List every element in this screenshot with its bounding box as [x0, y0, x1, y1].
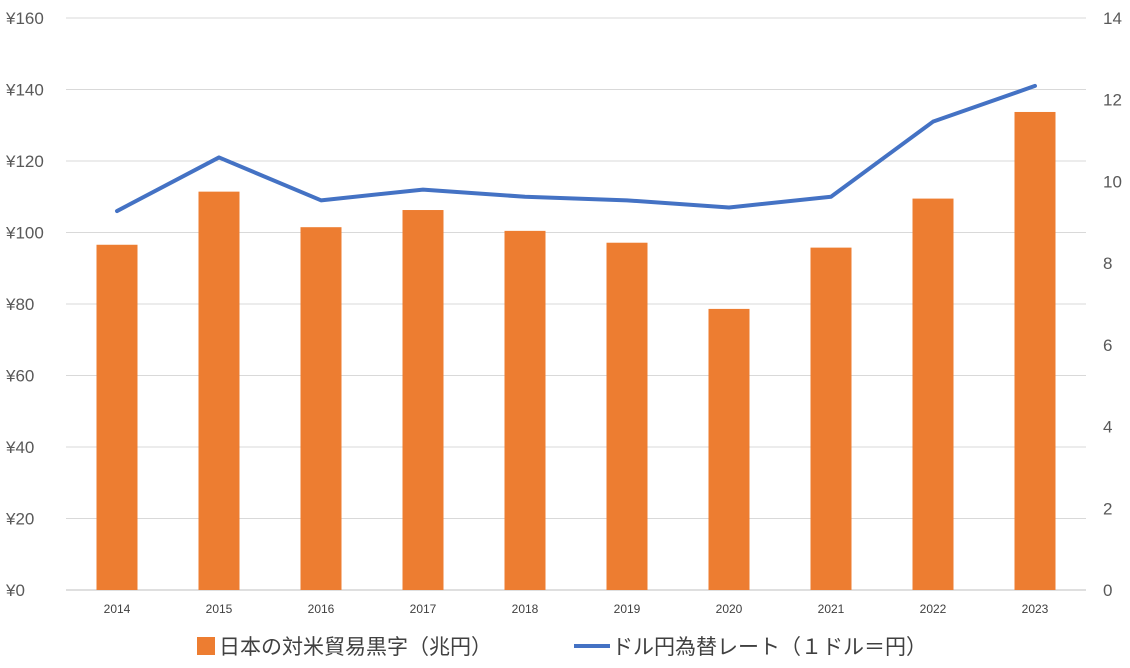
line-point-2016	[320, 199, 322, 201]
left-tick-label: ¥140	[5, 81, 44, 100]
right-tick-label: 6	[1103, 336, 1112, 355]
line-point-2021	[830, 196, 832, 198]
line-series	[115, 83, 1037, 214]
bar-2015	[198, 191, 240, 590]
line-point-2023	[1034, 85, 1036, 87]
x-tick-label: 2020	[716, 602, 743, 616]
x-tick-label: 2022	[920, 602, 947, 616]
left-tick-label: ¥60	[5, 367, 34, 386]
line-point-2020	[728, 206, 730, 208]
bar-2014	[96, 244, 138, 590]
legend-swatch-bar	[197, 637, 215, 655]
line-point-2015	[218, 156, 220, 158]
line-point-2017	[422, 189, 424, 191]
bar-2018	[504, 230, 546, 590]
x-tick-label: 2015	[206, 602, 233, 616]
x-axis: 2014 2015 2016 2017 2018 2019 2020 2021 2022 2023	[104, 602, 1049, 616]
right-tick-label: 2	[1103, 499, 1112, 518]
right-tick-label: 10	[1103, 172, 1122, 191]
bar-2017	[402, 210, 444, 590]
x-tick-label: 2019	[614, 602, 641, 616]
left-y-axis: ¥0 ¥20 ¥40 ¥60 ¥80 ¥100 ¥120 ¥140 ¥160	[5, 9, 44, 600]
line-point-2019	[626, 199, 628, 201]
x-tick-label: 2018	[512, 602, 539, 616]
left-tick-label: ¥120	[5, 152, 44, 171]
right-tick-label: 0	[1103, 581, 1112, 600]
bar-2020	[708, 308, 750, 590]
left-tick-label: ¥100	[5, 224, 44, 243]
x-tick-label: 2017	[410, 602, 437, 616]
left-tick-label: ¥20	[5, 510, 34, 529]
bar-2022	[912, 198, 954, 591]
exchange-rate-line	[115, 83, 1037, 214]
line-point-2014	[116, 210, 118, 212]
right-tick-label: 4	[1103, 418, 1112, 437]
left-tick-label: ¥160	[5, 9, 44, 28]
bar-2016	[300, 227, 342, 590]
right-y-axis: 0 2 4 6 8 10 12 14	[1103, 9, 1122, 600]
x-tick-label: 2016	[308, 602, 335, 616]
bar-2021	[810, 247, 852, 591]
bar-2019	[606, 242, 648, 590]
line-point-2018	[524, 196, 526, 198]
right-tick-label: 8	[1103, 254, 1112, 273]
legend-label-line: ドル円為替レート（１ドル＝円）	[612, 635, 927, 659]
bar-2023	[1014, 111, 1056, 590]
left-tick-label: ¥80	[5, 295, 34, 314]
left-tick-label: ¥0	[5, 581, 25, 600]
x-tick-label: 2014	[104, 602, 131, 616]
right-tick-label: 12	[1103, 91, 1122, 110]
x-tick-label: 2021	[818, 602, 845, 616]
line-point-2022	[932, 121, 934, 123]
right-tick-label: 14	[1103, 9, 1122, 28]
bar-series	[96, 111, 1056, 591]
left-tick-label: ¥40	[5, 438, 34, 457]
x-tick-label: 2023	[1022, 602, 1049, 616]
legend-label-bar: 日本の対米貿易黒字（兆円）	[219, 635, 492, 659]
legend: 日本の対米貿易黒字（兆円） ドル円為替レート（１ドル＝円）	[197, 635, 927, 659]
